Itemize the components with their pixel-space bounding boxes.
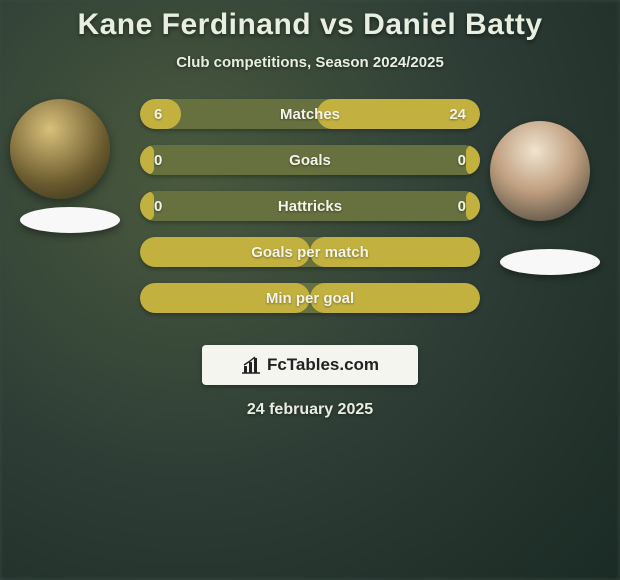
bar-value-right: 24: [449, 99, 466, 129]
watermark-text: FcTables.com: [267, 355, 379, 375]
page-title: Kane Ferdinand vs Daniel Batty: [0, 8, 620, 42]
bar-label: Goals per match: [140, 237, 480, 267]
bar-row-goals-per-match: Goals per match: [140, 237, 480, 267]
chart-icon: [241, 356, 261, 374]
bar-row-goals: 0 Goals 0: [140, 145, 480, 175]
player-right-avatar: [490, 121, 590, 221]
date: 24 february 2025: [0, 401, 620, 419]
bar-label: Goals: [140, 145, 480, 175]
player-right-flag: [500, 249, 600, 275]
bar-row-matches: 6 Matches 24: [140, 99, 480, 129]
comparison-stage: 6 Matches 24 0 Goals 0 0 Hattricks 0: [0, 99, 620, 339]
bar-row-min-per-goal: Min per goal: [140, 283, 480, 313]
bar-value-right: 0: [458, 145, 466, 175]
bar-label: Min per goal: [140, 283, 480, 313]
player-left-avatar: [10, 99, 110, 199]
bar-value-right: 0: [458, 191, 466, 221]
bar-row-hattricks: 0 Hattricks 0: [140, 191, 480, 221]
comparison-card: Kane Ferdinand vs Daniel Batty Club comp…: [0, 0, 620, 580]
stat-bars: 6 Matches 24 0 Goals 0 0 Hattricks 0: [140, 99, 480, 329]
subtitle: Club competitions, Season 2024/2025: [0, 54, 620, 71]
bar-label: Matches: [140, 99, 480, 129]
watermark: FcTables.com: [202, 345, 418, 385]
bar-label: Hattricks: [140, 191, 480, 221]
player-left-flag: [20, 207, 120, 233]
